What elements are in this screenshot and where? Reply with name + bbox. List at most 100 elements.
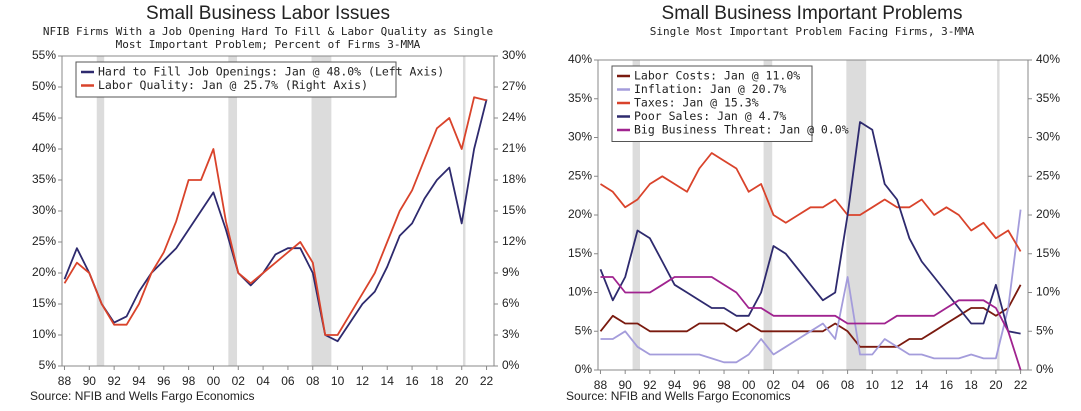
- y-tick-label: 20%: [568, 207, 592, 221]
- x-tick-label: 12: [890, 378, 904, 392]
- x-tick-label: 20: [455, 374, 469, 388]
- x-tick-label: 00: [742, 378, 756, 392]
- y2-tick-label: 18%: [502, 172, 526, 186]
- y-tick-label: 35%: [568, 91, 592, 105]
- y-tick-label: 40%: [32, 141, 56, 155]
- x-tick-label: 10: [331, 374, 345, 388]
- y-tick-label: 40%: [568, 52, 592, 66]
- x-tick-label: 00: [207, 374, 221, 388]
- legend-label: Labor Costs: Jan @ 11.0%: [634, 69, 800, 83]
- y2-tick-label: 35%: [1036, 91, 1060, 105]
- x-tick-label: 22: [480, 374, 494, 388]
- y2-tick-label: 20%: [1036, 207, 1060, 221]
- source-note: Source: NFIB and Wells Fargo Economics: [30, 389, 255, 403]
- series-line: [599, 121, 1021, 335]
- x-tick-label: 02: [767, 378, 781, 392]
- series-line: [63, 99, 488, 343]
- legend-label: Taxes: Jan @ 15.3%: [634, 96, 759, 110]
- y2-tick-label: 30%: [1036, 130, 1060, 144]
- legend-box: [75, 61, 397, 98]
- y-tick-label: 15%: [568, 246, 592, 260]
- legend-label: Inflation: Jan @ 20.7%: [634, 82, 786, 96]
- x-tick-label: 18: [430, 374, 444, 388]
- chart: Small Business Important ProblemsSingle …: [566, 3, 1060, 403]
- y2-tick-label: 24%: [502, 110, 526, 124]
- legend-label: Labor Quality: Jan @ 25.7% (Right Axis): [98, 78, 368, 92]
- y-tick-label: 55%: [32, 48, 56, 62]
- chart-subtitle: Single Most Important Problem Facing Fir…: [650, 25, 975, 38]
- x-tick-label: 20: [989, 378, 1003, 392]
- x-tick-label: 98: [182, 374, 196, 388]
- series-line: [63, 96, 487, 336]
- x-tick-label: 10: [866, 378, 880, 392]
- y-tick-label: 5%: [575, 323, 593, 337]
- chart-title: Small Business Labor Issues: [146, 3, 390, 24]
- x-tick-label: 04: [791, 378, 805, 392]
- x-tick-label: 14: [381, 374, 395, 388]
- y-tick-label: 10%: [32, 327, 56, 341]
- y2-tick-label: 0%: [502, 358, 520, 372]
- legend-label: Hard to Fill Job Openings: Jan @ 48.0% (…: [98, 65, 444, 79]
- x-tick-label: 02: [232, 374, 246, 388]
- y2-tick-label: 6%: [502, 296, 520, 310]
- y-tick-label: 15%: [32, 296, 56, 310]
- x-tick-label: 90: [619, 378, 633, 392]
- y2-tick-label: 40%: [1036, 52, 1060, 66]
- chart-title: Small Business Important Problems: [662, 3, 963, 24]
- x-tick-label: 16: [940, 378, 954, 392]
- series-line: [600, 209, 1022, 364]
- x-tick-label: 94: [132, 374, 146, 388]
- y2-tick-label: 30%: [502, 48, 526, 62]
- y2-tick-label: 9%: [502, 265, 520, 279]
- y-tick-label: 50%: [32, 79, 56, 93]
- y2-tick-label: 12%: [502, 234, 526, 248]
- recession-band: [96, 56, 105, 366]
- recession-band: [763, 60, 773, 370]
- recession-band: [632, 60, 641, 370]
- x-tick-label: 96: [693, 378, 707, 392]
- y2-tick-label: 3%: [502, 327, 520, 341]
- legend-box: [611, 65, 813, 142]
- x-tick-label: 08: [841, 378, 855, 392]
- x-tick-label: 16: [405, 374, 419, 388]
- y2-tick-label: 21%: [502, 141, 526, 155]
- y-tick-label: 25%: [568, 168, 592, 182]
- x-tick-label: 98: [717, 378, 731, 392]
- y2-tick-label: 5%: [1036, 323, 1054, 337]
- recession-band: [228, 56, 238, 366]
- y2-tick-label: 10%: [1036, 285, 1060, 299]
- y2-tick-label: 25%: [1036, 168, 1060, 182]
- y-tick-label: 45%: [32, 110, 56, 124]
- y-tick-label: 30%: [568, 130, 592, 144]
- y2-tick-label: 27%: [502, 79, 526, 93]
- y-tick-label: 35%: [32, 172, 56, 186]
- legend-label: Poor Sales: Jan @ 4.7%: [634, 109, 786, 123]
- y2-tick-label: 15%: [502, 203, 526, 217]
- x-tick-label: 96: [157, 374, 171, 388]
- x-tick-label: 88: [594, 378, 608, 392]
- x-tick-label: 92: [107, 374, 121, 388]
- y-tick-label: 5%: [39, 358, 57, 372]
- chart-subtitle: NFIB Firms With a Job Opening Hard To Fi…: [43, 25, 493, 38]
- x-tick-label: 12: [356, 374, 370, 388]
- x-tick-label: 14: [915, 378, 929, 392]
- y2-tick-label: 15%: [1036, 246, 1060, 260]
- legend-label: Big Business Threat: Jan @ 0.0%: [634, 123, 849, 137]
- y-tick-label: 10%: [568, 285, 592, 299]
- x-tick-label: 06: [816, 378, 830, 392]
- y2-tick-label: 0%: [1036, 362, 1054, 376]
- y-tick-label: 25%: [32, 234, 56, 248]
- x-tick-label: 92: [643, 378, 657, 392]
- series-line: [600, 152, 1022, 252]
- legend: Labor Costs: Jan @ 11.0%Inflation: Jan @…: [611, 65, 849, 142]
- y-tick-label: 20%: [32, 265, 56, 279]
- x-tick-label: 04: [256, 374, 270, 388]
- x-tick-label: 90: [83, 374, 97, 388]
- y-tick-label: 30%: [32, 203, 56, 217]
- series-line: [600, 276, 1022, 371]
- x-tick-label: 94: [668, 378, 682, 392]
- plot-frame: [61, 55, 495, 367]
- y-tick-label: 0%: [575, 362, 593, 376]
